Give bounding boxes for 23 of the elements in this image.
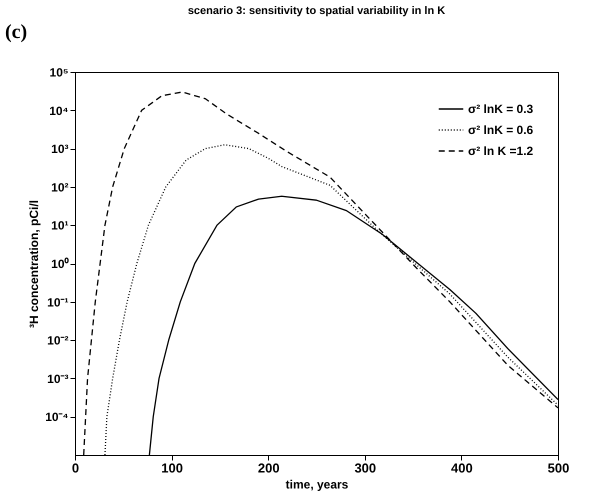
legend-label: σ² ln K =1.2 xyxy=(468,144,534,158)
y-tick-label: 10⁴ xyxy=(49,104,69,118)
x-axis-title: time, years xyxy=(286,478,349,492)
y-axis-title: ³H concentration, pCi/l xyxy=(27,200,42,328)
legend-label: σ² lnK = 0.6 xyxy=(468,123,534,137)
x-tick-label: 200 xyxy=(258,460,280,476)
y-tick-label: 10⁻² xyxy=(47,334,69,348)
x-tick-label: 100 xyxy=(161,460,183,476)
text: (c) xyxy=(5,21,28,43)
y-tick-label: 10⁵ xyxy=(50,66,68,80)
legend-label: σ² lnK = 0.3 xyxy=(468,102,534,116)
y-tick-label: 10⁻³ xyxy=(47,372,69,386)
y-tick-label: 10² xyxy=(51,180,69,194)
y-tick-label: 10⁻⁴ xyxy=(45,410,69,424)
y-tick-label: 10⁰ xyxy=(51,257,70,271)
x-tick-label: 500 xyxy=(548,460,570,476)
chart-title: scenario 3: sensitivity to spatial variability in ln K xyxy=(188,5,446,17)
y-tick-label: 10⁻¹ xyxy=(47,295,69,310)
x-tick-label: 300 xyxy=(354,460,376,476)
y-tick-label: 10¹ xyxy=(51,218,69,233)
x-tick-label: 0 xyxy=(72,460,80,476)
y-tick-label: 10³ xyxy=(51,142,69,156)
x-tick-label: 400 xyxy=(451,460,473,476)
